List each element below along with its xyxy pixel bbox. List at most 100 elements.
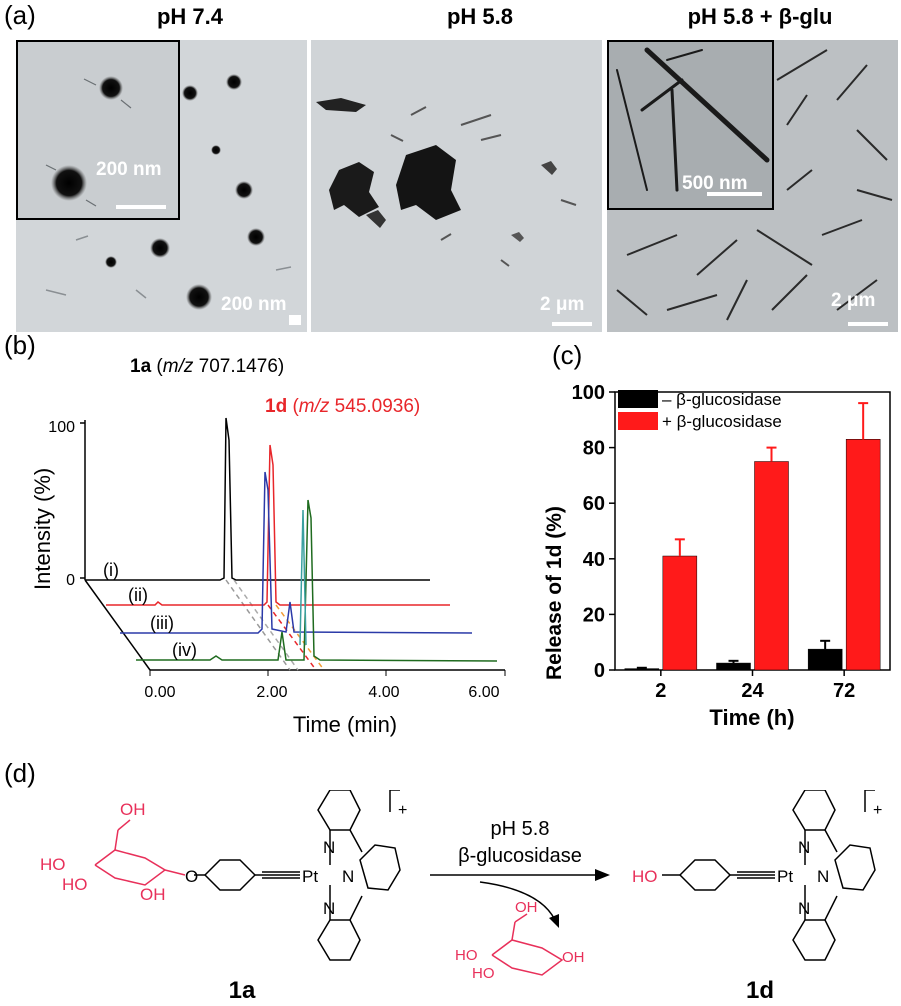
- panel-label-d: (d): [4, 758, 36, 788]
- atom-n-top-1a: N: [323, 838, 335, 857]
- charge-1d: +: [873, 802, 882, 819]
- tem-image-ph58-content: [311, 40, 602, 332]
- tem-image-ph74: 200 nm 200 nm: [16, 40, 307, 332]
- peak-label-1d-mz: m/z: [298, 396, 330, 417]
- terpyridine-1d: [792, 790, 876, 961]
- bar-chart-x-tick-0: 2: [655, 680, 666, 702]
- scalebar-label-main-3: 2 μm: [831, 290, 876, 311]
- peak-label-1a-open: (: [151, 356, 163, 377]
- phenyl-ring-1a: [194, 859, 300, 891]
- trace-iv-shadow: [299, 509, 307, 646]
- bar-chart-ylabel: Release of 1d (%): [543, 506, 566, 680]
- bar-chart-y-tick-2: 40: [583, 549, 605, 571]
- trace-label-iii: (iii): [150, 613, 174, 633]
- panel-label-a: (a): [4, 0, 36, 30]
- trace-label-ii: (ii): [128, 585, 148, 605]
- atom-pt-1d: Pt: [777, 867, 793, 886]
- tem-image-ph74-content: [16, 40, 307, 332]
- scalebar-label-inset-1: 200 nm: [96, 159, 162, 180]
- panel-a-title-1: pH 7.4: [156, 4, 224, 29]
- atom-pt-1a: Pt: [302, 867, 318, 886]
- compound-label-1a: 1a: [229, 977, 256, 1004]
- chromatogram-x-tick-0: 0.00: [144, 684, 175, 701]
- phenyl-ring-1d: [662, 859, 775, 891]
- peak-label-1d-compound: 1d: [265, 396, 288, 417]
- legend-label-minus: – β-glucosidase: [662, 390, 781, 409]
- glucose-released-ho-1: HO: [455, 947, 478, 964]
- chromatogram-plot: 100 0 Intensity (%) 0.00 2.00 4.00 6.00 …: [30, 417, 506, 737]
- chromatogram-x-tick-6: 6.00: [468, 684, 499, 701]
- trace-label-i: (i): [103, 560, 119, 580]
- reaction-arrow-head: [595, 869, 610, 881]
- peak-label-1a-mz: m/z: [162, 356, 194, 377]
- panel-label-c: (c): [552, 340, 583, 370]
- release-arrow: [479, 881, 556, 921]
- tem-image-ph58-bglu: 500 nm 2 μm: [607, 40, 898, 332]
- bar-chart-x-tick-2: 72: [833, 680, 855, 702]
- peak-label-1d-open: (: [287, 396, 299, 417]
- charge-1a: +: [398, 802, 407, 819]
- atom-n-mid-1a: N: [342, 867, 354, 886]
- glucose-1a-oh-1: OH: [120, 800, 146, 819]
- chromatogram-x-tick-2: 2.00: [256, 684, 287, 701]
- glucose-1a-oh-2: OH: [140, 885, 166, 904]
- bar-chart-y-tick-0: 0: [594, 660, 605, 682]
- peak-label-1a-compound: 1a: [130, 356, 152, 377]
- guide-1a-right: [233, 579, 299, 671]
- condition-ph: pH 5.8: [491, 818, 550, 840]
- terpyridine-1a: [317, 790, 401, 961]
- bar-chart-x-tick-1: 24: [741, 680, 764, 702]
- glucose-1a: [94, 819, 186, 886]
- glucose-1a-ho-2: HO: [62, 875, 88, 894]
- trace-iv: [136, 499, 498, 662]
- tem-image-ph58: 2 μm: [311, 40, 602, 332]
- chromatogram-xlabel: Time (min): [293, 712, 397, 737]
- glucose-released-oh-2: OH: [562, 949, 585, 966]
- glucose-released-oh-1: OH: [515, 899, 538, 916]
- atom-n-bottom-1d: N: [798, 899, 810, 918]
- atom-ho-1d: HO: [632, 867, 658, 886]
- panel-label-b: (b): [4, 330, 36, 360]
- scalebar-label-main-1: 200 nm: [221, 294, 287, 315]
- chromatogram-y-tick-100: 100: [48, 419, 75, 436]
- bar-minus-2: [624, 668, 660, 671]
- atom-n-bottom-1a: N: [323, 899, 335, 918]
- trace-ii: [106, 444, 450, 606]
- bar-chart-y-tick-1: 20: [583, 604, 605, 626]
- panel-a-title-2: pH 5.8: [446, 4, 514, 29]
- bar-chart-y-tick-5: 100: [572, 382, 605, 404]
- bar-chart-ylabel-bold: 1d: [543, 545, 566, 570]
- atom-o-1a: O: [185, 867, 198, 886]
- release-bar-chart-marks: 0 20 40 60 80 100 2 24 72: [572, 382, 891, 702]
- scalebar-label-main-2: 2 μm: [540, 294, 585, 315]
- bar-chart-y-tick-3: 60: [583, 493, 605, 515]
- bar-chart-ylabel-pre: Release of: [543, 569, 566, 680]
- peak-label-1a: 1a (m/z 707.1476): [130, 356, 284, 378]
- peak-label-1d: 1d (m/z 545.0936): [265, 396, 420, 418]
- panel-a-title-3: pH 5.8 + β-glu: [687, 4, 833, 29]
- reaction-scheme: O Pt N N N + HO HO OH OH pH 5.8 β-glucos…: [40, 790, 882, 1004]
- peak-label-1d-value: 545.0936): [329, 396, 421, 417]
- guide-1d-left: [267, 604, 317, 671]
- compound-label-1d: 1d: [746, 977, 774, 1004]
- bar-minus-24: [716, 662, 751, 671]
- chromatogram-x-tick-4: 4.00: [368, 684, 399, 701]
- bar-chart-xlabel: Time (h): [709, 705, 794, 730]
- release-bar-chart: 0 20 40 60 80 100 2 24 72 Release of 1d (%) Time…: [543, 382, 891, 730]
- trace-iii: [120, 471, 473, 634]
- glucose-1a-ho-1: HO: [40, 855, 66, 874]
- trace-i: [85, 417, 430, 581]
- legend-swatch-minus: [618, 390, 658, 408]
- bar-plus-2: [662, 555, 698, 671]
- release-arrow-head: [549, 914, 559, 928]
- bar-minus-72: [807, 648, 843, 671]
- bar-plus-72: [845, 439, 881, 671]
- bar-plus-24: [754, 461, 789, 671]
- bar-chart-y-tick-4: 80: [583, 438, 605, 460]
- atom-n-top-1d: N: [798, 838, 810, 857]
- legend-swatch-plus: [618, 412, 658, 430]
- peak-label-1a-value: 707.1476): [193, 356, 285, 377]
- trace-label-iv: (iv): [172, 640, 197, 660]
- atom-n-mid-1d: N: [817, 867, 829, 886]
- chromatogram-y-tick-0: 0: [66, 572, 75, 589]
